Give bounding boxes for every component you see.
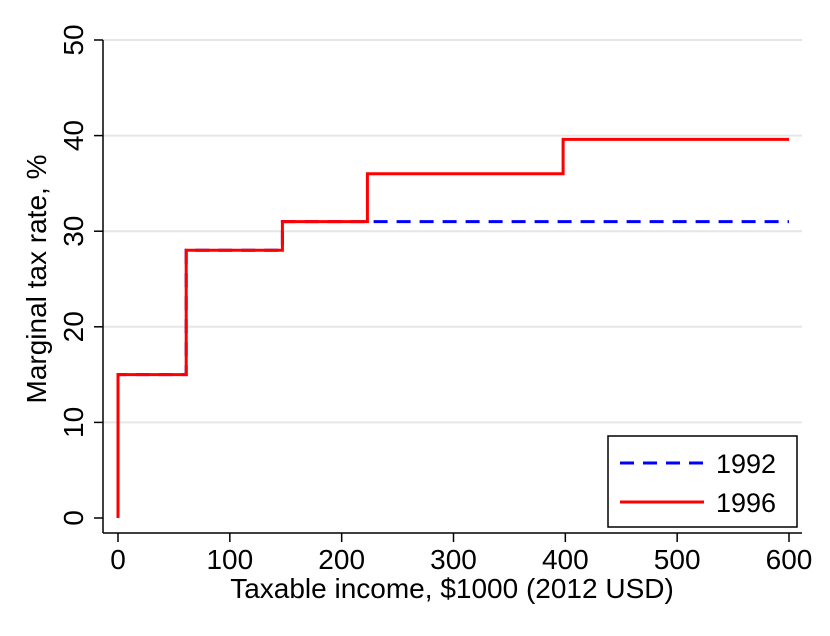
legend-box — [607, 435, 798, 528]
legend-label-1996: 1996 — [716, 488, 776, 518]
y-tick-label: 40 — [58, 120, 89, 151]
series-layer — [116, 137, 789, 518]
y-tick-label: 0 — [58, 510, 89, 526]
series-line-1996 — [116, 137, 789, 518]
x-tick-label: 300 — [430, 544, 477, 575]
x-tick-label: 400 — [542, 544, 589, 575]
y-tick-label: 50 — [58, 24, 89, 55]
x-axis: 0 100 200 300 400 500 600 — [103, 532, 813, 575]
y-tick-label: 10 — [58, 407, 89, 438]
y-tick-label: 20 — [58, 311, 89, 342]
x-tick-label: 500 — [654, 544, 701, 575]
x-tick-label: 0 — [110, 544, 126, 575]
x-tick-label: 100 — [206, 544, 253, 575]
y-tick-label: 30 — [58, 216, 89, 247]
legend: 1992 1996 — [607, 435, 798, 528]
x-tick-label: 600 — [766, 544, 813, 575]
x-tick-label: 200 — [318, 544, 365, 575]
x-axis-title: Taxable income, $1000 (2012 USD) — [230, 573, 674, 604]
gridlines — [103, 39, 802, 424]
y-axis: 0 10 20 30 40 50 — [58, 24, 104, 533]
legend-label-1992: 1992 — [716, 449, 776, 479]
y-axis-title: Marginal tax rate, % — [21, 155, 52, 404]
